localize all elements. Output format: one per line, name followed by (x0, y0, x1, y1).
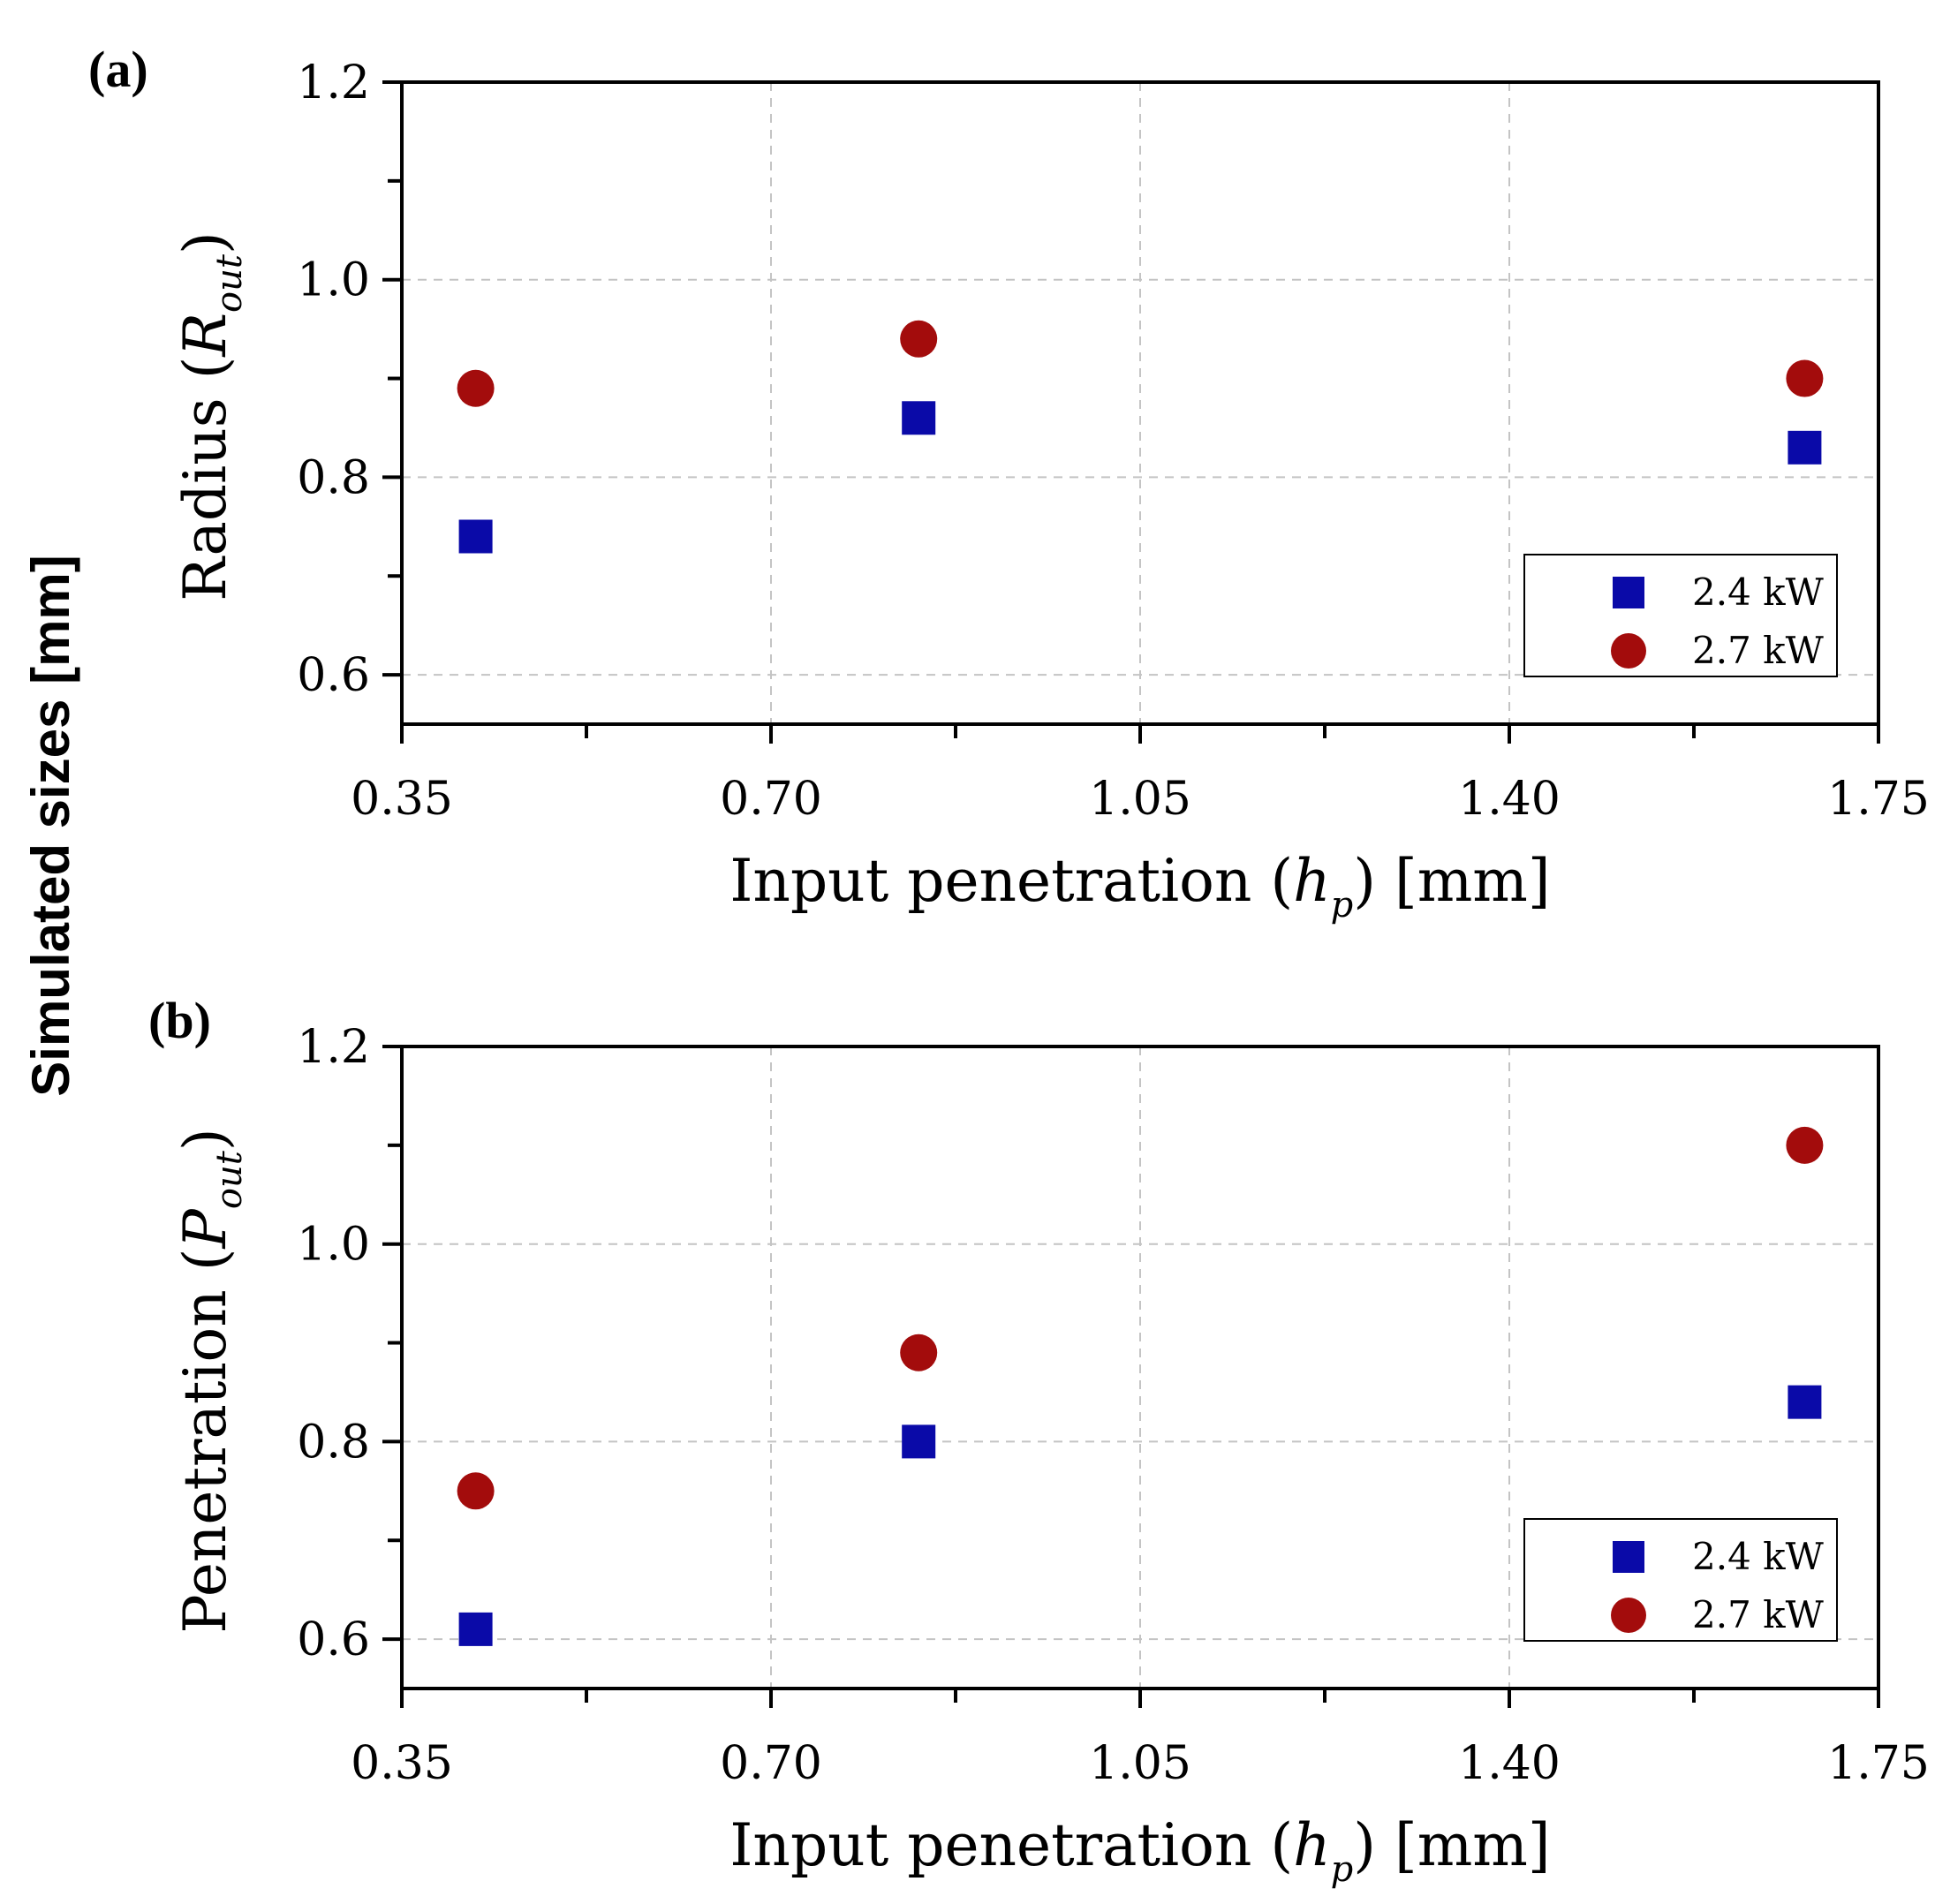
data-point-circle (900, 320, 938, 358)
data-point-square (902, 1424, 936, 1459)
y-axis-label: Radius (Rout) (171, 231, 250, 601)
legend-box (1523, 1518, 1838, 1642)
data-point-circle (457, 369, 495, 407)
y-tick-label: 0.6 (297, 649, 370, 702)
y-axis-label: Penetration (Pout) (171, 1128, 250, 1633)
data-point-circle (1786, 1126, 1824, 1164)
legend-marker-circle (1611, 1598, 1646, 1633)
x-tick-label: 0.35 (351, 773, 453, 826)
legend: 2.4 kW 2.7 kW (1523, 554, 1838, 677)
y-tick-label: 1.0 (297, 254, 370, 307)
y-tick-label: 1.2 (297, 1021, 370, 1074)
data-point-square (458, 519, 493, 554)
y-tick-label: 0.6 (297, 1613, 370, 1666)
data-point-square (458, 1612, 493, 1646)
data-point-square (902, 401, 936, 435)
legend-marker-square (1613, 577, 1644, 608)
y-tick-label: 0.8 (297, 1416, 370, 1469)
x-tick-label: 1.05 (1089, 773, 1191, 826)
x-tick-label: 1.40 (1458, 773, 1561, 826)
series-1 (458, 1385, 1822, 1646)
x-tick-label: 0.70 (720, 773, 822, 826)
data-point-circle (457, 1472, 495, 1510)
x-tick-label: 1.05 (1089, 1737, 1191, 1790)
panel-label: (b) (148, 992, 211, 1049)
x-tick-label: 1.75 (1827, 773, 1930, 826)
y-tick-label: 1.0 (297, 1219, 370, 1272)
legend-label: 2.7 kW (1692, 629, 1825, 672)
x-tick-label: 1.75 (1827, 1737, 1930, 1790)
panel-a: (a) 0.35 0.70 1.05 1.40 1.75 0.6 0.8 1.0 1.2 Input… (88, 41, 1930, 926)
x-axis-label: Input penetration (hp) [mm] (729, 1811, 1550, 1890)
legend-box (1523, 554, 1838, 677)
y-tick-label: 0.8 (297, 451, 370, 504)
legend-label: 2.7 kW (1692, 1593, 1825, 1636)
x-tick-label: 0.70 (720, 1737, 822, 1790)
panel-b: (b) 0.35 0.70 1.05 1.40 1.75 0.6 0.8 1.0 1.2 Input… (148, 992, 1930, 1890)
panel-label: (a) (88, 41, 148, 98)
x-axis-label: Input penetration (hp) [mm] (729, 847, 1550, 926)
legend-label: 2.4 kW (1692, 570, 1825, 614)
x-tick-label: 0.35 (351, 1737, 453, 1790)
series-2 (457, 320, 1824, 407)
data-point-circle (900, 1334, 938, 1371)
legend: 2.4 kW 2.7 kW (1523, 1518, 1838, 1642)
legend-label: 2.4 kW (1692, 1535, 1825, 1578)
data-point-circle (1786, 359, 1824, 397)
x-tick-label: 1.40 (1458, 1737, 1561, 1790)
legend-marker-square (1613, 1541, 1644, 1573)
data-point-square (1788, 1385, 1822, 1419)
y-tick-label: 1.2 (297, 57, 370, 110)
series-1 (458, 401, 1822, 554)
data-point-square (1788, 430, 1822, 465)
figure-y-label: Simulated sizes [mm] (21, 555, 80, 1097)
series-2 (457, 1126, 1824, 1510)
legend-marker-circle (1611, 633, 1646, 669)
